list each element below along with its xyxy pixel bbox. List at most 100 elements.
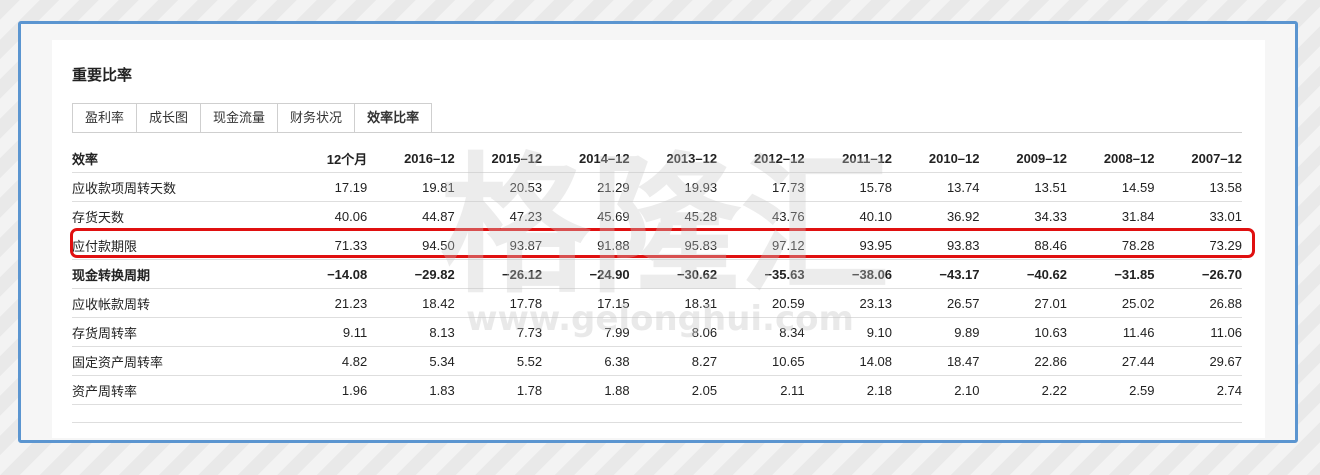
cell-value: 18.42 [367,288,455,318]
cell-value: 17.15 [542,288,630,318]
cell-value: 31.84 [1066,201,1155,231]
cell-value: 2.10 [892,375,980,405]
cell-value: 40.06 [279,201,368,231]
cell-value: 33.01 [1154,201,1242,231]
ratios-panel: 重要比率 盈利率 成长图 现金流量 财务状况 效率比率 效率 12个月 2016… [52,40,1265,438]
cell-value: 2.59 [1066,375,1155,405]
cell-value: 11.06 [1154,317,1242,347]
cell-value: 45.69 [542,201,630,231]
cell-value: 6.38 [542,346,630,376]
cell-value: 17.73 [717,172,805,202]
tab-growth[interactable]: 成长图 [136,103,201,133]
column-header: 2016–12 [367,144,455,173]
cell-value: −35.63 [717,259,805,289]
cell-value: 2.18 [804,375,893,405]
column-header: 12个月 [279,144,368,173]
table-row: 资产周转率 1.96 1.83 1.78 1.88 2.05 2.11 2.18 2.10 2.2… [72,375,1242,405]
cell-value: 17.19 [279,172,368,202]
tab-efficiency[interactable]: 效率比率 [354,103,433,133]
cell-value: 19.81 [367,172,455,202]
table-header-row: 效率 12个月 2016–12 2015–12 2014–12 2013–12 … [72,144,1242,173]
cell-value: 1.88 [542,375,630,405]
cell-value: 7.73 [454,317,543,347]
row-label: 现金转换周期 [72,259,280,289]
cell-value: −26.12 [454,259,543,289]
cell-value: −24.90 [542,259,630,289]
table-row: 现金转换周期 −14.08 −29.82 −26.12 −24.90 −30.62 −35.… [72,259,1242,289]
cell-value: 23.13 [804,288,893,318]
efficiency-table: 效率 12个月 2016–12 2015–12 2014–12 2013–12 … [72,144,1242,405]
cell-value: 29.67 [1154,346,1242,376]
cell-value: −14.08 [279,259,368,289]
cell-value: 9.11 [279,317,368,347]
cell-value: 14.08 [804,346,893,376]
table-row: 应收帐款周转 21.23 18.42 17.78 17.15 18.31 20.59 23.1… [72,288,1242,318]
cell-value: −31.85 [1066,259,1155,289]
cell-value: 27.01 [979,288,1067,318]
cell-value: 1.96 [279,375,368,405]
cell-value: 9.10 [804,317,893,347]
cell-value: −29.82 [367,259,455,289]
cell-value: −30.62 [629,259,718,289]
column-header: 2009–12 [979,144,1067,173]
cell-value: 1.83 [367,375,455,405]
cell-value: 20.53 [454,172,543,202]
cell-value: 20.59 [717,288,805,318]
cell-value: 11.46 [1066,317,1155,347]
tab-cash-flow[interactable]: 现金流量 [200,103,278,133]
cell-value: 8.06 [629,317,718,347]
row-label: 存货天数 [72,201,280,231]
cell-value: 18.47 [892,346,980,376]
cell-value: 44.87 [367,201,455,231]
table-row: 存货天数 40.06 44.87 47.23 45.69 45.28 43.76 40.10 3… [72,201,1242,231]
row-label: 固定资产周转率 [72,346,280,376]
cell-value: 19.93 [629,172,718,202]
column-header: 2008–12 [1066,144,1155,173]
cell-value: 5.34 [367,346,455,376]
table-row: 固定资产周转率 4.82 5.34 5.52 6.38 8.27 10.65 14.08 18.… [72,346,1242,376]
cell-value: 8.27 [629,346,718,376]
tab-profitability[interactable]: 盈利率 [72,103,137,133]
column-header: 2013–12 [629,144,718,173]
cell-value: 2.74 [1154,375,1242,405]
tab-bar: 盈利率 成长图 现金流量 财务状况 效率比率 [72,103,433,133]
cell-value: 13.74 [892,172,980,202]
cell-value: 10.65 [717,346,805,376]
cell-value: 5.52 [454,346,543,376]
cell-value: 45.28 [629,201,718,231]
cell-value: 15.78 [804,172,893,202]
column-header: 2007–12 [1154,144,1242,173]
cell-value: 36.92 [892,201,980,231]
cell-value: 27.44 [1066,346,1155,376]
cell-value: 8.34 [717,317,805,347]
cell-value: −43.17 [892,259,980,289]
cell-value: 18.31 [629,288,718,318]
cell-value: 13.58 [1154,172,1242,202]
cell-value: 34.33 [979,201,1067,231]
cell-value: 17.78 [454,288,543,318]
cell-value: 22.86 [979,346,1067,376]
cell-value: 2.05 [629,375,718,405]
row-label: 存货周转率 [72,317,280,347]
column-header: 2011–12 [804,144,893,173]
section-title: 重要比率 [72,67,133,84]
cell-value: −38.06 [804,259,893,289]
tab-financial-health[interactable]: 财务状况 [277,103,355,133]
column-header: 2015–12 [454,144,543,173]
table-row: 应收款项周转天数 17.19 19.81 20.53 21.29 19.93 17.73 15… [72,172,1242,202]
cell-value: 43.76 [717,201,805,231]
cell-value: 1.78 [454,375,543,405]
cell-value: 9.89 [892,317,980,347]
cell-value: 14.59 [1066,172,1155,202]
cell-value: 2.22 [979,375,1067,405]
cell-value: −40.62 [979,259,1067,289]
table-row: 存货周转率 9.11 8.13 7.73 7.99 8.06 8.34 9.10 9.89 10.… [72,317,1242,347]
row-label: 应收款项周转天数 [72,172,280,202]
cell-value: 8.13 [367,317,455,347]
cell-value: 10.63 [979,317,1067,347]
highlight-box-payables [70,228,1255,258]
tab-divider [72,132,1242,133]
column-header: 2012–12 [717,144,805,173]
cell-value: 26.57 [892,288,980,318]
column-header: 2014–12 [542,144,630,173]
